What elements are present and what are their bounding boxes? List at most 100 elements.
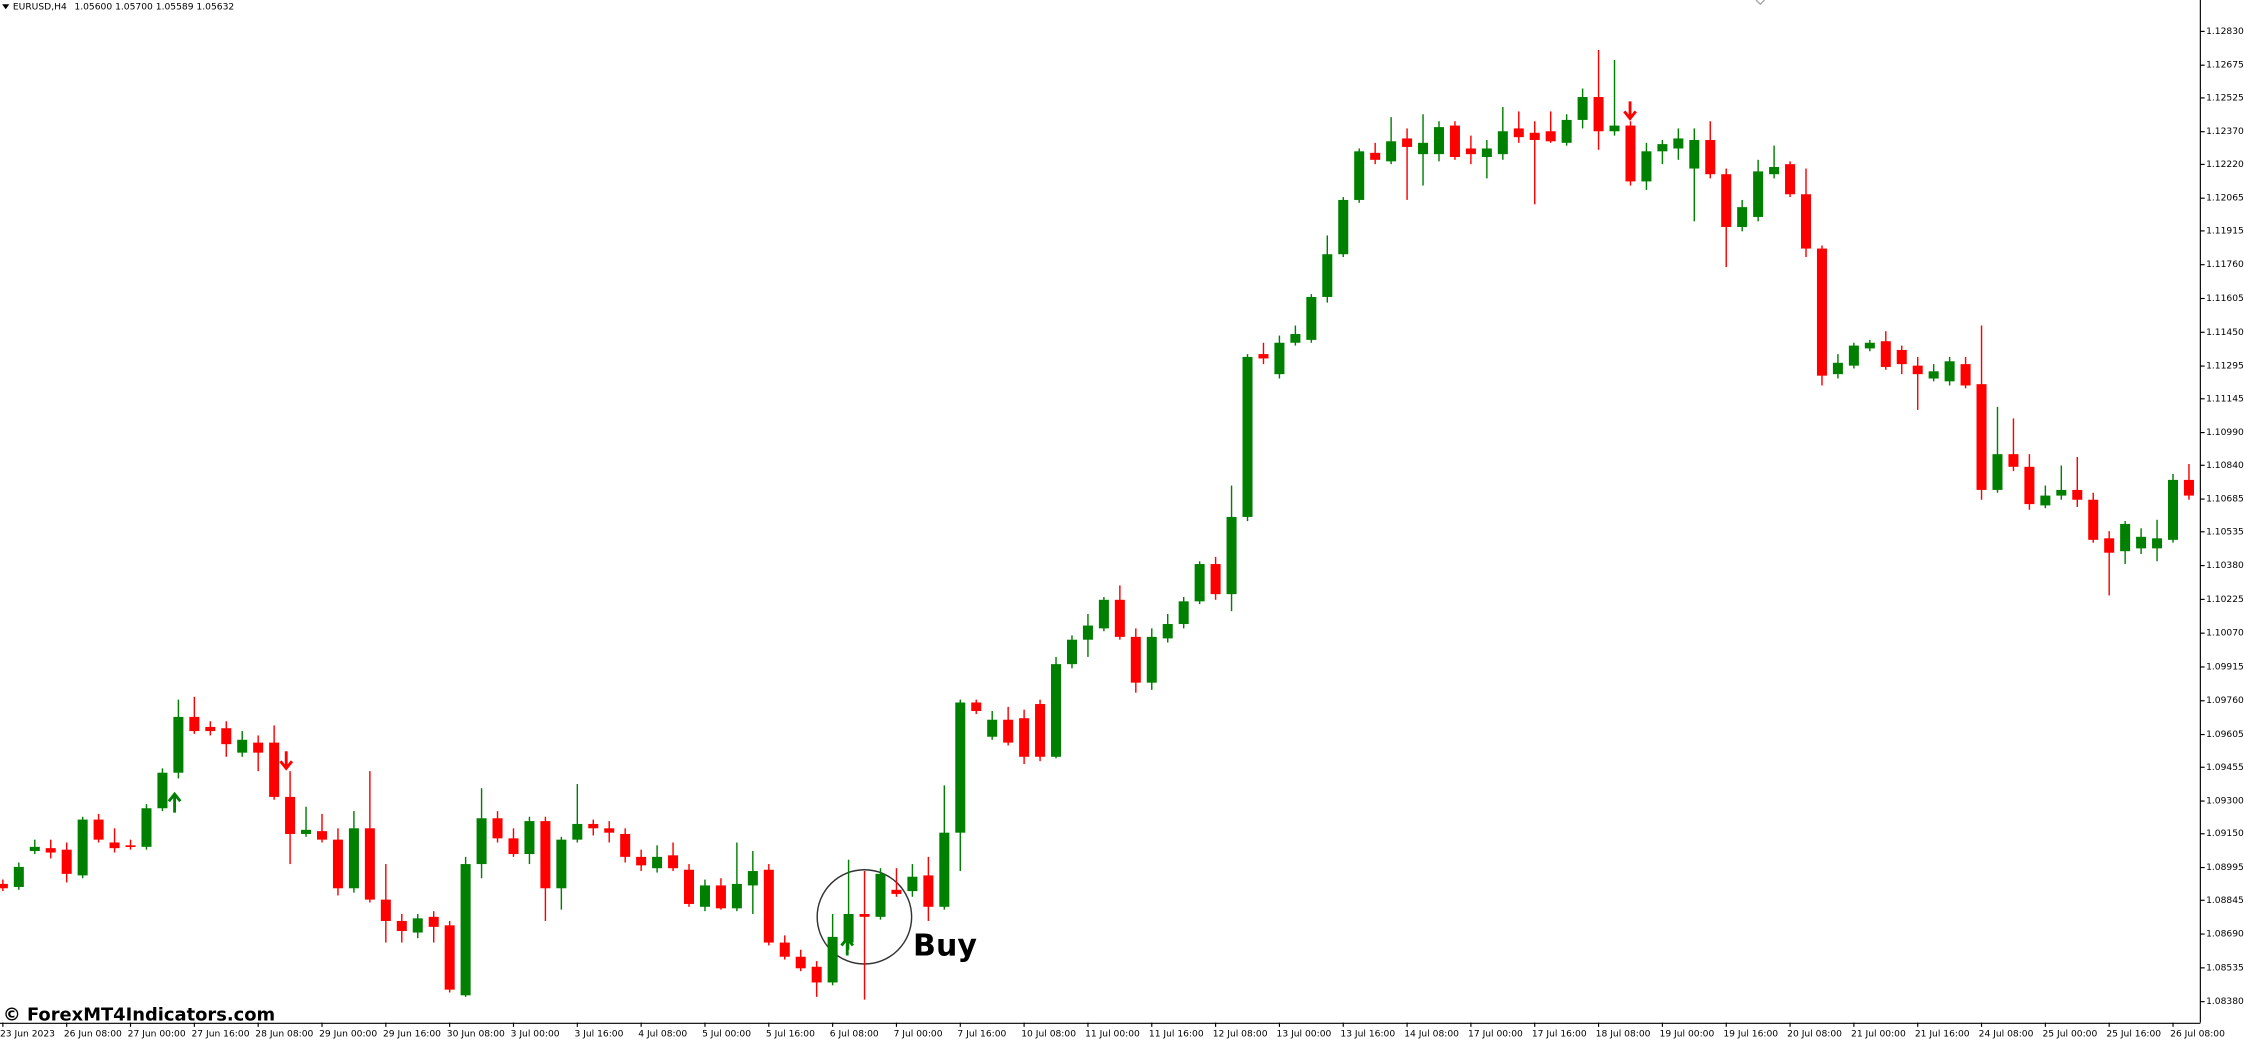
x-tick-label: 7 Jul 16:00 bbox=[957, 1030, 1006, 1040]
candle-body bbox=[348, 828, 359, 889]
candle-body bbox=[747, 871, 758, 886]
candle-body bbox=[1497, 131, 1508, 155]
x-tick-label: 27 Jun 16:00 bbox=[191, 1030, 249, 1040]
x-tick-label: 26 Jul 08:00 bbox=[2170, 1030, 2225, 1040]
candle-body bbox=[1513, 128, 1524, 138]
y-tick-label: 1.10380 bbox=[2206, 561, 2244, 571]
x-tick-label: 5 Jul 16:00 bbox=[766, 1030, 815, 1040]
candle-body bbox=[13, 866, 24, 887]
candle-body bbox=[380, 899, 391, 921]
candle-body bbox=[0, 883, 8, 889]
candle-body bbox=[987, 719, 998, 737]
candle-body bbox=[1402, 138, 1413, 147]
sell-arrow bbox=[279, 751, 294, 771]
x-tick-label: 21 Jul 00:00 bbox=[1851, 1030, 1906, 1040]
x-tick-label: 19 Jul 16:00 bbox=[1723, 1030, 1778, 1040]
ohlc-header: 1.05600 1.05700 1.05589 1.05632 bbox=[74, 3, 234, 13]
candle-body bbox=[1114, 599, 1125, 637]
candle-body bbox=[2008, 454, 2019, 467]
x-tick-label: 11 Jul 00:00 bbox=[1085, 1030, 1140, 1040]
candle-body bbox=[971, 702, 982, 712]
plot-area: 1.12830 1.12675 1.12525 1.12370 1.12220 1.120… bbox=[0, 27, 2244, 1040]
candle-body bbox=[221, 728, 232, 745]
candle-body bbox=[668, 855, 679, 869]
candle-body bbox=[45, 848, 56, 853]
scroll-marker[interactable] bbox=[1755, 0, 1766, 6]
x-tick-label: 13 Jul 00:00 bbox=[1277, 1030, 1332, 1040]
candle-body bbox=[2040, 495, 2051, 506]
x-tick-label: 29 Jun 16:00 bbox=[383, 1030, 441, 1040]
candle-body bbox=[316, 831, 328, 840]
candle-body bbox=[1306, 296, 1317, 340]
candle-body bbox=[652, 856, 663, 869]
candle-body bbox=[1386, 141, 1397, 162]
candle-body bbox=[572, 823, 583, 840]
y-tick-label: 1.12525 bbox=[2206, 93, 2244, 103]
candle-body bbox=[588, 823, 599, 829]
candle-body bbox=[1992, 454, 2003, 490]
candle-body bbox=[1721, 174, 1732, 227]
x-tick-label: 3 Jul 16:00 bbox=[574, 1030, 623, 1040]
candle-body bbox=[237, 739, 248, 753]
candle-body bbox=[684, 869, 695, 904]
x-tick-label: 13 Jul 16:00 bbox=[1340, 1030, 1395, 1040]
y-tick-label: 1.12830 bbox=[2206, 27, 2244, 37]
y-tick-label: 1.08995 bbox=[2206, 863, 2244, 873]
candle-body bbox=[1880, 341, 1891, 367]
x-tick-label: 24 Jul 08:00 bbox=[1979, 1030, 2034, 1040]
candle-body bbox=[2072, 489, 2083, 500]
candle-body bbox=[731, 883, 742, 909]
candle-body bbox=[763, 869, 774, 943]
candle-body bbox=[1449, 125, 1460, 157]
candle-body bbox=[1912, 365, 1923, 375]
candle-body bbox=[412, 918, 423, 933]
candle-body bbox=[269, 742, 280, 797]
candle-body bbox=[1194, 564, 1205, 602]
x-tick-label: 5 Jul 00:00 bbox=[702, 1030, 751, 1040]
y-tick-label: 1.10990 bbox=[2206, 428, 2244, 438]
y-tick-label: 1.08380 bbox=[2206, 997, 2244, 1007]
y-tick-label: 1.11450 bbox=[2206, 328, 2244, 338]
x-tick-label: 26 Jun 08:00 bbox=[64, 1030, 122, 1040]
candle-body bbox=[285, 796, 296, 834]
candle-body bbox=[1832, 362, 1843, 375]
menu-triangle[interactable] bbox=[2, 4, 10, 10]
candle-body bbox=[1864, 342, 1875, 349]
candle-body bbox=[2183, 479, 2194, 496]
candle-body bbox=[1003, 719, 1014, 743]
candle-body bbox=[1242, 356, 1253, 517]
x-tick-label: 19 Jul 00:00 bbox=[1660, 1030, 1715, 1040]
candle-body bbox=[125, 845, 136, 848]
buy-arrow bbox=[167, 791, 182, 813]
y-tick-label: 1.09760 bbox=[2206, 696, 2244, 706]
watermark: © ForexMT4Indicators.com bbox=[3, 1004, 275, 1025]
x-tick-label: 17 Jul 16:00 bbox=[1532, 1030, 1587, 1040]
candle-body bbox=[1322, 254, 1333, 297]
x-tick-label: 23 Jun 2023 bbox=[0, 1030, 55, 1040]
x-tick-label: 29 Jun 00:00 bbox=[319, 1030, 377, 1040]
x-tick-label: 18 Jul 08:00 bbox=[1596, 1030, 1651, 1040]
candle-body bbox=[1130, 636, 1141, 683]
y-tick-label: 1.08690 bbox=[2206, 930, 2244, 940]
candle-body bbox=[173, 716, 184, 773]
candle-body bbox=[827, 936, 838, 983]
candle-body bbox=[444, 925, 455, 990]
candle-body bbox=[1178, 601, 1189, 625]
y-tick-label: 1.10225 bbox=[2206, 595, 2244, 605]
candle-body bbox=[1210, 564, 1221, 595]
x-tick-label: 6 Jul 08:00 bbox=[830, 1030, 879, 1040]
candle-body bbox=[1705, 139, 1716, 175]
candle-body bbox=[2088, 499, 2099, 540]
x-tick-label: 11 Jul 16:00 bbox=[1149, 1030, 1204, 1040]
candle-body bbox=[1370, 152, 1381, 160]
y-tick-label: 1.09455 bbox=[2206, 763, 2244, 773]
y-tick-label: 1.11145 bbox=[2206, 394, 2244, 404]
candle-body bbox=[1066, 639, 1077, 665]
candle-body bbox=[1896, 349, 1907, 365]
candle-body bbox=[1338, 199, 1349, 255]
y-tick-label: 1.10535 bbox=[2206, 527, 2244, 537]
y-tick-label: 1.09605 bbox=[2206, 730, 2244, 740]
x-tick-label: 25 Jul 00:00 bbox=[2042, 1030, 2097, 1040]
x-tick-label: 20 Jul 08:00 bbox=[1787, 1030, 1842, 1040]
